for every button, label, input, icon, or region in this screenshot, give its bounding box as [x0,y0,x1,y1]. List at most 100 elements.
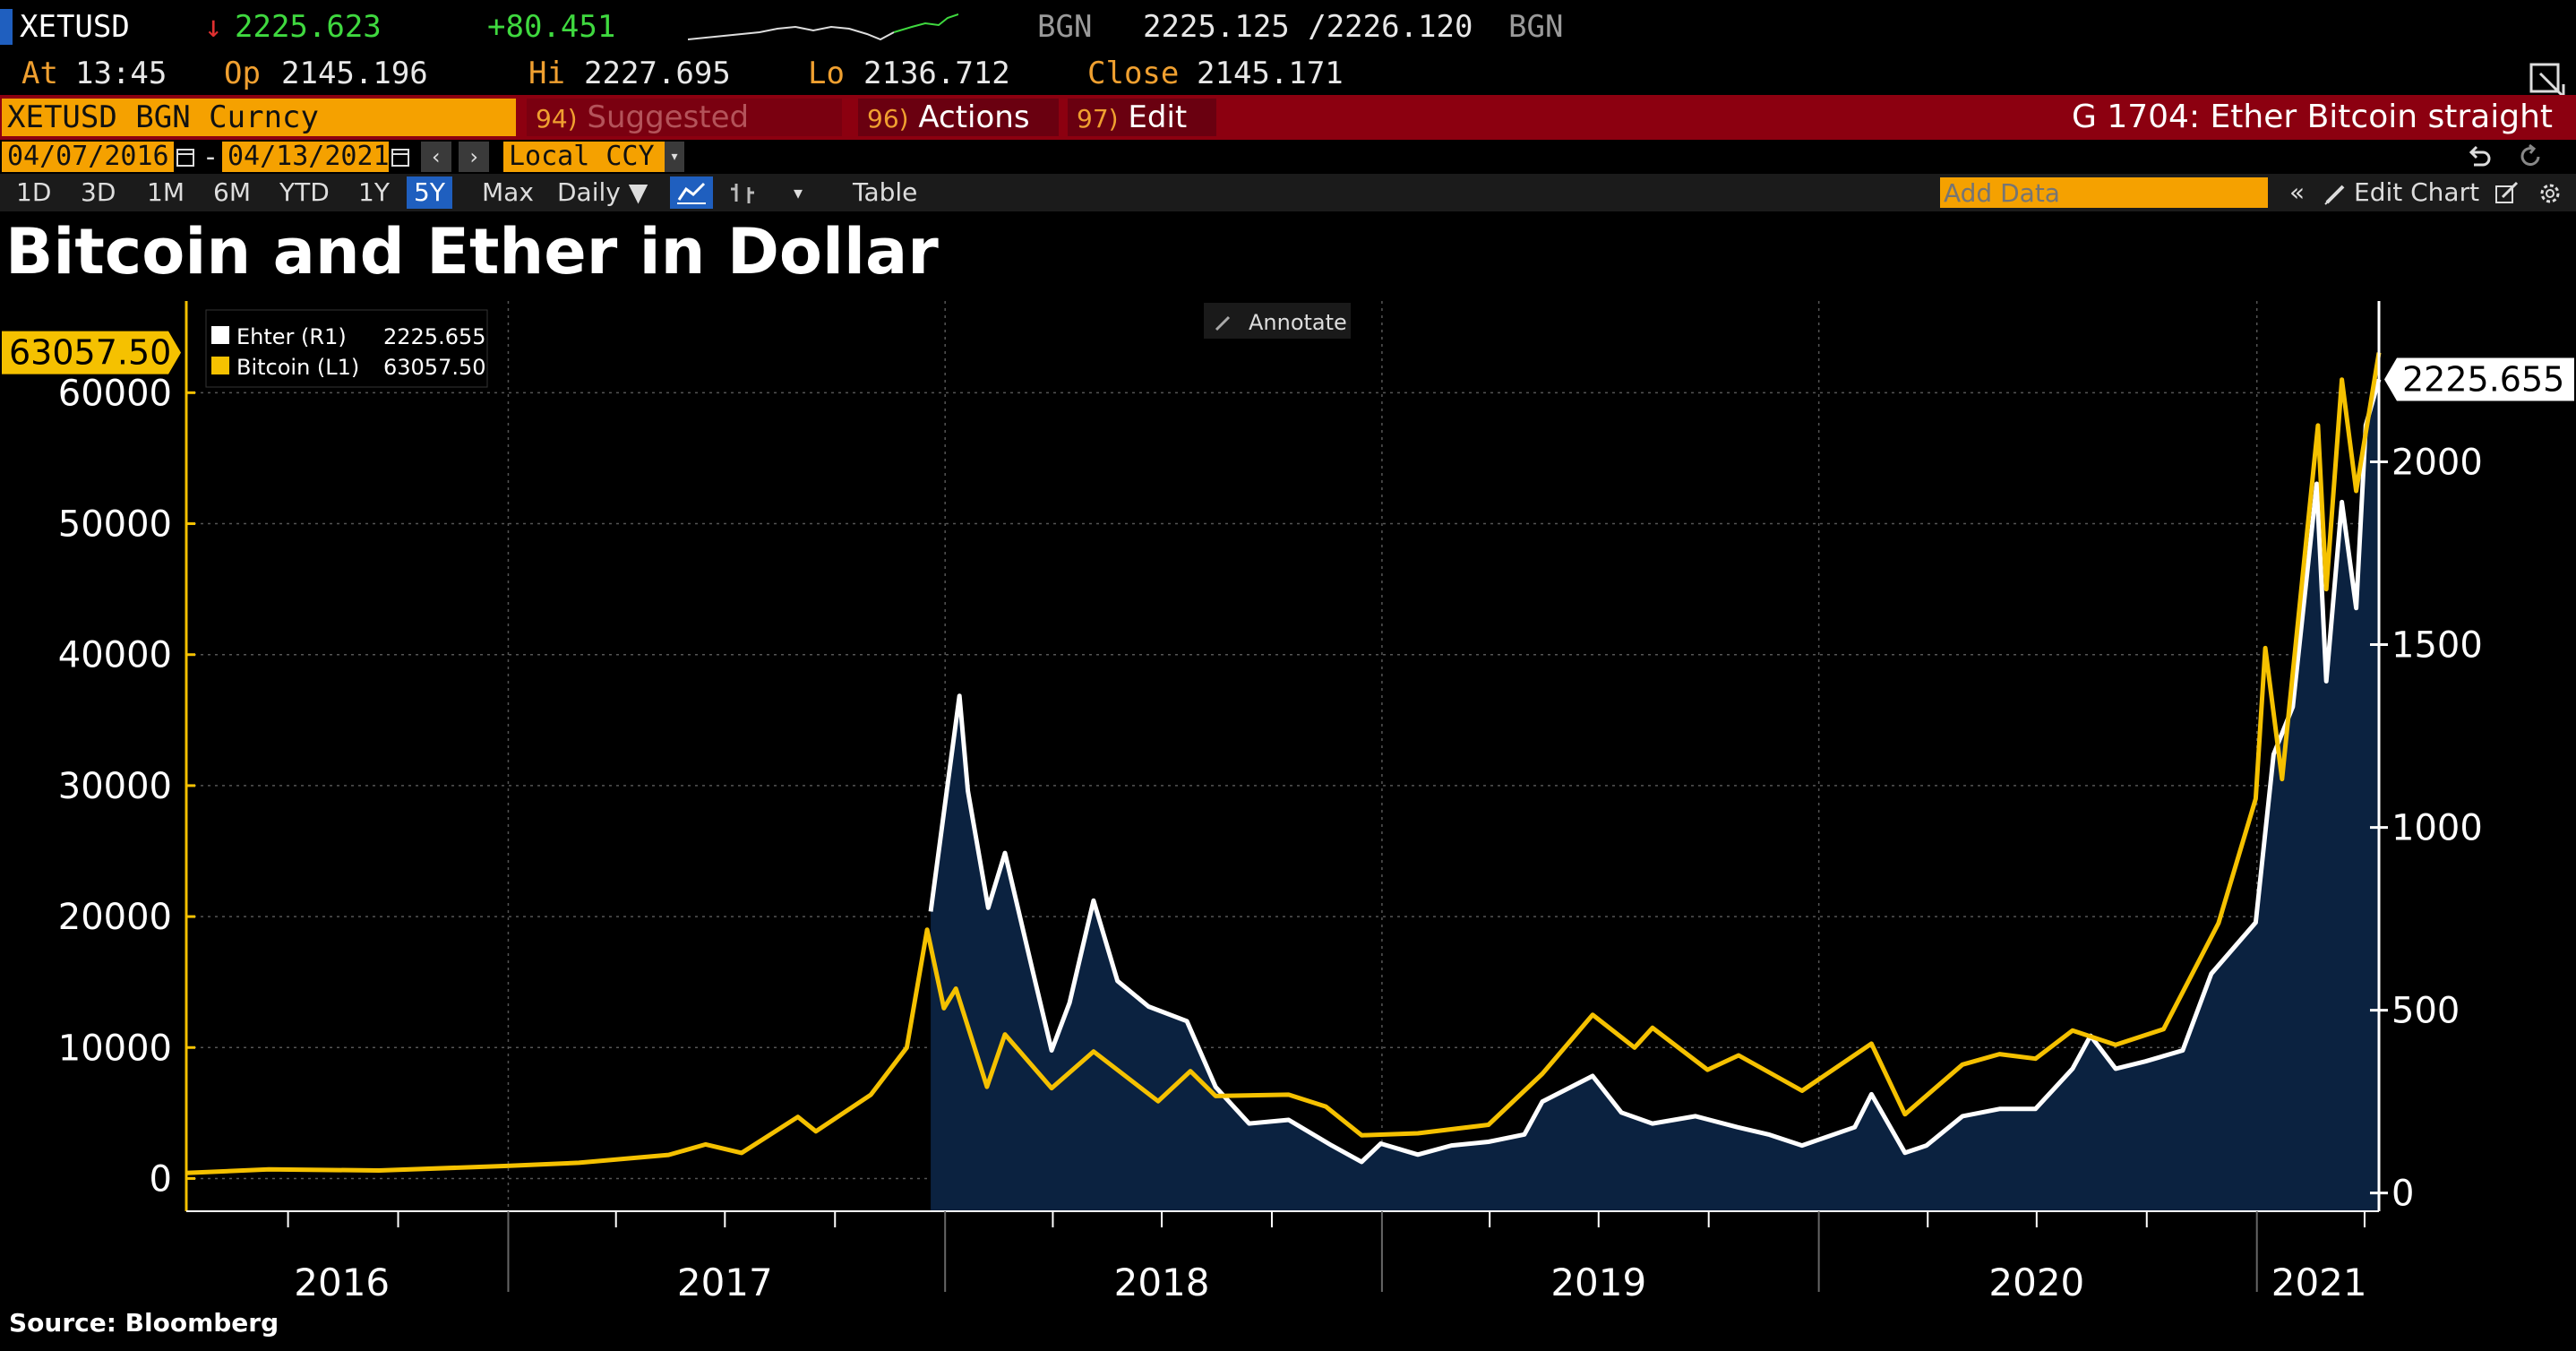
legend-bitcoin-name: Bitcoin (L1) [236,355,359,380]
table-button[interactable]: Table [853,177,918,207]
undo-icon[interactable] [2465,143,2492,170]
date-bar: 04/07/2016 - 04/13/2021 ‹ › Local CCY ▾ [0,140,2576,174]
chart-toolbar: 1D 3D 1M 6M YTD 1Y 5Y Max Daily ▼ ▾ Tabl… [0,174,2576,211]
ether-current-tag: 2225.655 [2384,357,2574,401]
low-label: Lo [808,56,845,91]
down-arrow-icon: ↓ [204,9,223,45]
bitcoin-current-value: 63057.50 [9,333,171,373]
actions-number: 96) [867,104,909,133]
legend-ether-value: 2225.655 [383,324,486,349]
period-select[interactable]: Daily ▼ [557,177,648,207]
high-label: Hi [528,56,565,91]
edit-square-icon[interactable] [2494,181,2520,206]
edit-chart-button[interactable]: Edit Chart [2354,177,2480,207]
price-chart[interactable]: 0 10000 20000 30000 40000 50000 60000 0 500 1000… [0,287,2576,1308]
legend-bitcoin-value: 63057.50 [383,355,486,380]
range-5y-button[interactable]: 5Y [407,176,452,209]
add-data-input[interactable] [1940,177,2268,208]
x-tick-label: 2016 [294,1261,390,1304]
annotate-button[interactable]: Annotate [1204,303,1351,339]
suggested-charts-number: 94) [536,104,578,133]
left-tick-label: 10000 [58,1028,172,1069]
x-axis-ticks: 2016 2017 2018 2019 2020 2021 [287,1211,2367,1304]
range-1y-button[interactable]: 1Y [358,177,390,207]
right-tick-label: 2000 [2391,443,2483,484]
range-1m-button[interactable]: 1M [147,177,185,207]
right-tick-label: 1500 [2391,625,2483,667]
line-chart-icon [677,182,706,204]
actions-menu[interactable]: 96) Actions ▾ [858,99,1059,175]
range-3d-button[interactable]: 3D [81,177,116,207]
legend-ether-swatch [211,326,229,344]
x-tick-label: 2019 [1550,1261,1646,1304]
quote-details: At 13:45 Op 2145.196 Hi 2227.695 Lo 2136… [0,56,2576,99]
currency-field[interactable]: Local CCY [503,142,665,172]
last-price: 2225.623 [235,9,382,45]
right-tick-label: 0 [2391,1174,2414,1215]
open-label: Op [224,56,261,91]
close-label: Close [1087,56,1180,91]
open-value: 2145.196 [281,56,428,91]
left-tick-label: 30000 [58,766,172,807]
settings-gear-icon[interactable] [2537,181,2563,206]
ohlc-bar-icon [731,184,754,203]
line-chart-type-button[interactable] [670,176,713,209]
ticker[interactable]: XETUSD [20,9,130,45]
bid-ask: 2225.125 /2226.120 [1143,9,1473,45]
next-period-button[interactable]: › [459,142,489,172]
collapse-icon[interactable]: « [2289,177,2306,207]
edit-number: 97) [1077,104,1119,133]
legend: Ehter (R1) 2225.655 Bitcoin (L1) 63057.5… [205,309,488,388]
high-value: 2227.695 [584,56,731,91]
ask-source: BGN [1508,9,1564,45]
at-value: 13:45 [75,56,167,91]
x-tick-label: 2021 [2271,1261,2367,1304]
low-value: 2136.712 [863,56,1010,91]
chart-type-dropdown-icon[interactable]: ▾ [794,182,803,203]
pencil-icon [2324,185,2345,205]
date-separator: - [202,142,219,173]
left-tick-label: 60000 [58,373,172,414]
ether-current-value: 2225.655 [2402,359,2564,399]
security-field[interactable]: XETUSD BGN Curncy [2,99,516,136]
range-ytd-button[interactable]: YTD [279,177,330,207]
edit-menu[interactable]: 97) Edit ▾ [1068,99,1216,175]
chart-grid [186,301,2379,1211]
right-tick-label: 1000 [2391,808,2483,849]
ether-line [928,378,2382,1165]
x-tick-label: 2020 [1988,1261,2084,1304]
calendar-icon[interactable] [176,145,197,168]
legend-bitcoin-swatch [211,357,229,374]
security-marker [0,9,13,45]
x-tick-label: 2017 [677,1261,773,1304]
bid-source: BGN [1037,9,1093,45]
start-date-field[interactable]: 04/07/2016 [2,142,174,172]
annotate-label: Annotate [1249,310,1347,335]
legend-ether-name: Ehter (R1) [236,324,347,349]
range-max-button[interactable]: Max [482,177,534,207]
function-bar: XETUSD BGN Curncy 94) Suggested Charts 9… [0,95,2576,175]
right-axis-ticks: 0 500 1000 1500 2000 [2370,443,2483,1215]
left-tick-label: 0 [150,1158,172,1200]
currency-dropdown-icon[interactable]: ▾ [665,142,684,172]
prev-period-button[interactable]: ‹ [421,142,451,172]
range-1d-button[interactable]: 1D [16,177,52,207]
range-6m-button[interactable]: 6M [213,177,251,207]
calendar-icon[interactable] [391,145,412,168]
bar-chart-type-button[interactable] [724,176,763,209]
at-label: At [21,56,58,91]
x-tick-label: 2018 [1114,1261,1210,1304]
suggested-charts-menu[interactable]: 94) Suggested Charts [527,99,842,175]
left-axis-ticks: 0 10000 20000 30000 40000 50000 60000 [58,373,195,1200]
bitcoin-line [185,352,2382,1175]
source-note: Source: Bloomberg [9,1308,279,1338]
net-change: +80.451 [487,9,616,45]
end-date-field[interactable]: 04/13/2021 [222,142,390,172]
annotate-pencil-icon [1215,315,1231,331]
intraday-sparkline [688,13,958,41]
left-tick-label: 40000 [58,635,172,676]
bitcoin-current-tag: 63057.50 [2,331,181,374]
chart-name: G 1704: Ether Bitcoin straight [2071,99,2553,135]
left-tick-label: 50000 [58,504,172,546]
refresh-icon[interactable] [2517,143,2544,170]
